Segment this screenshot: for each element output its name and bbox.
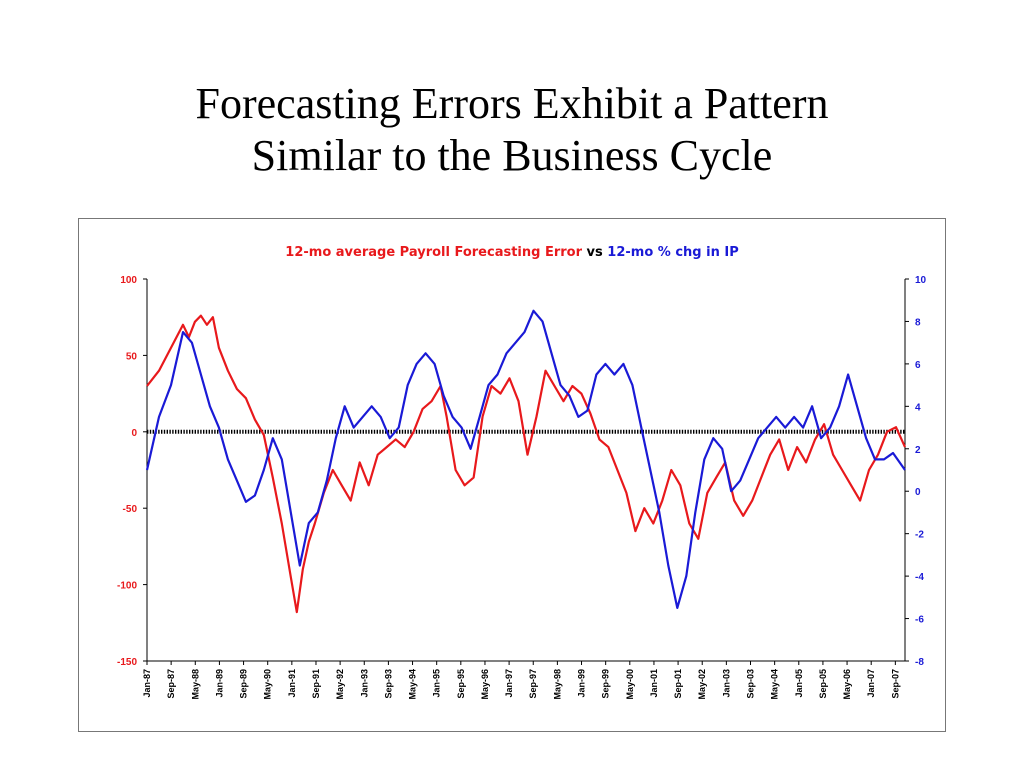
x-tick-label: Jan-03: [721, 669, 731, 698]
x-tick-label: Sep-89: [239, 669, 249, 699]
x-tick-label: Jan-89: [214, 669, 224, 698]
x-tick-label: May-98: [552, 669, 562, 700]
x-tick-label: May-96: [480, 669, 490, 700]
left-y-tick-label: -150: [117, 657, 137, 668]
x-tick-label: Sep-03: [746, 669, 756, 699]
right-y-tick-label: 4: [915, 402, 921, 413]
x-tick-label: Sep-99: [601, 669, 611, 699]
chart-title-part-3: 12-mo % chg in IP: [607, 245, 738, 260]
x-tick-label: May-02: [697, 669, 707, 700]
x-tick-label: Jan-99: [577, 669, 587, 698]
right-y-tick-label: 2: [915, 445, 921, 456]
left-y-tick-label: -50: [123, 504, 138, 515]
slide-title-line-2: Similar to the Business Cycle: [251, 131, 773, 180]
right-y-tick-label: -8: [915, 657, 924, 668]
right-y-tick-label: 0: [915, 487, 921, 498]
x-tick-label: Jan-07: [866, 669, 876, 698]
plot-area: 100 50 0 -50 -100 -150 10 8 6 4 2 0 -2 -4 -6 -8 Jan-87 Se…: [117, 275, 927, 700]
slide-title-line-1: Forecasting Errors Exhibit a Pattern: [195, 79, 829, 128]
x-tick-label: Sep-97: [528, 669, 538, 699]
chart-frame: 12-mo average Payroll Forecasting Error …: [78, 218, 946, 732]
line-chart: 12-mo average Payroll Forecasting Error …: [117, 245, 927, 700]
right-y-tick-label: 10: [915, 275, 927, 286]
left-y-tick-label: 100: [120, 275, 137, 286]
x-tick-label: Jan-97: [504, 669, 514, 698]
x-tick-label: Sep-93: [383, 669, 393, 699]
chart-title: 12-mo average Payroll Forecasting Error …: [285, 245, 738, 260]
right-y-tick-label: 6: [915, 360, 921, 371]
x-tick-label: Jan-87: [142, 669, 152, 698]
x-tick-label: May-92: [335, 669, 345, 700]
x-tick-label: Jan-93: [359, 669, 369, 698]
x-tick-label: May-00: [625, 669, 635, 700]
x-tick-label: Jan-01: [649, 669, 659, 698]
x-tick-label: May-88: [190, 669, 200, 700]
x-tick-label: Sep-95: [456, 669, 466, 699]
right-y-tick-label: 8: [915, 317, 921, 328]
left-y-tick-label: 0: [131, 428, 137, 439]
chart-title-vs: vs: [582, 245, 607, 260]
x-tick-label: Sep-05: [818, 669, 828, 699]
right-y-tick-label: -4: [915, 572, 924, 583]
left-y-tick-label: 50: [126, 351, 138, 362]
x-tick-label: Sep-01: [673, 669, 683, 699]
chart-title-part-1: 12-mo average Payroll Forecasting Error: [285, 245, 582, 260]
series-line-payroll-error: [146, 314, 907, 614]
x-tick-label: Jan-95: [432, 669, 442, 698]
x-tick-label: May-06: [842, 669, 852, 700]
x-tick-label: Sep-87: [166, 669, 176, 699]
x-tick-label: May-04: [770, 669, 780, 700]
x-tick-label: Sep-91: [311, 669, 321, 699]
x-tick-label: Jan-91: [287, 669, 297, 698]
x-tick-label: May-94: [408, 669, 418, 700]
left-y-tick-label: -100: [117, 581, 137, 592]
x-tick-label: May-90: [263, 669, 273, 700]
right-y-tick-label: -2: [915, 530, 924, 541]
x-tick-label: Sep-07: [890, 669, 900, 699]
series-line-ip-change: [145, 309, 906, 609]
x-tick-label: Jan-05: [794, 669, 804, 698]
slide-title: Forecasting Errors Exhibit a Pattern Sim…: [0, 78, 1024, 182]
right-y-tick-label: -6: [915, 615, 924, 626]
